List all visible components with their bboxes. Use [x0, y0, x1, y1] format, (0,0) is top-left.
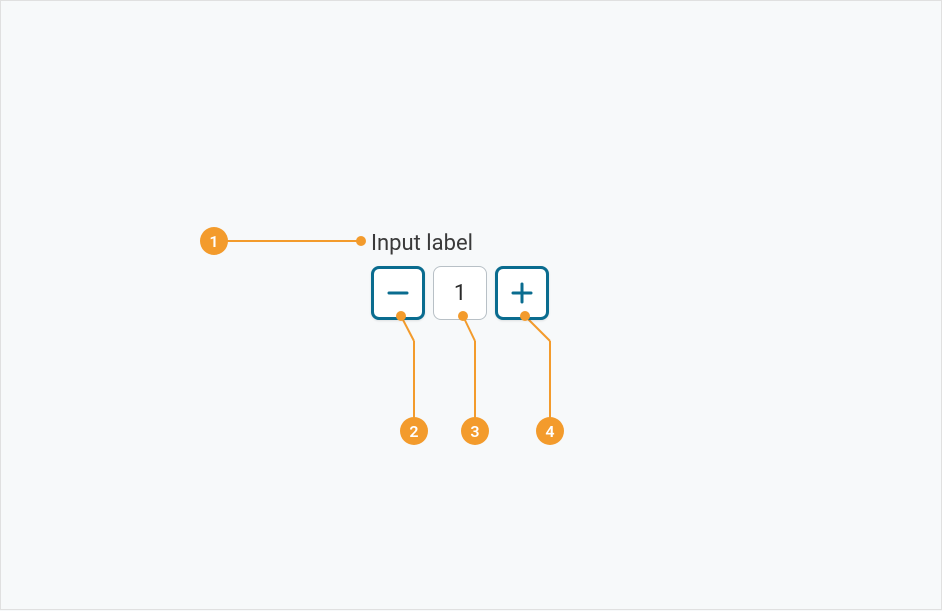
annotation-badge-2: 2 — [400, 417, 428, 445]
annotation-dot-4 — [520, 311, 530, 321]
minus-icon — [385, 280, 411, 306]
annotation-dot-2 — [396, 311, 406, 321]
annotation-dot-1 — [356, 236, 366, 246]
annotation-badge-3: 3 — [461, 417, 489, 445]
annotation-dot-3 — [458, 311, 468, 321]
plus-icon — [509, 280, 535, 306]
annotation-badge-4: 4 — [536, 417, 564, 445]
stepper-label: Input label — [371, 231, 549, 256]
annotation-badge-1: 1 — [200, 227, 228, 255]
quantity-stepper: Input label 1 — [371, 231, 549, 320]
